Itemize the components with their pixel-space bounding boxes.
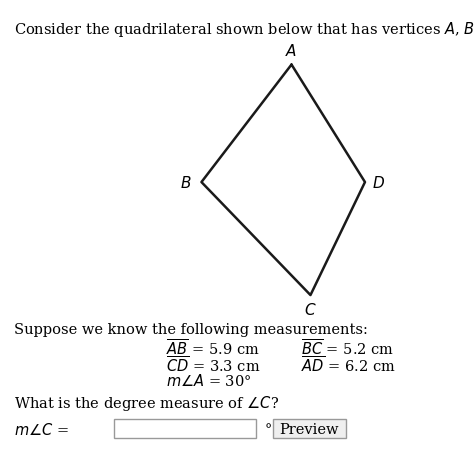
Text: $D$: $D$ xyxy=(372,175,385,191)
Text: Preview: Preview xyxy=(280,422,339,436)
Text: What is the degree measure of $\angle C$?: What is the degree measure of $\angle C$… xyxy=(14,393,279,412)
Text: $\overline{AB}$ = 5.9 cm: $\overline{AB}$ = 5.9 cm xyxy=(166,338,260,358)
Text: Consider the quadrilateral shown below that has vertices $A$, $B$, $C$, and $D$.: Consider the quadrilateral shown below t… xyxy=(14,20,474,39)
Text: $m\angle C$ =: $m\angle C$ = xyxy=(14,421,69,437)
Text: $m\angle A$ = 30°: $m\angle A$ = 30° xyxy=(166,372,251,388)
Text: °: ° xyxy=(264,423,272,436)
Text: $C$: $C$ xyxy=(304,301,317,317)
Text: Suppose we know the following measurements:: Suppose we know the following measuremen… xyxy=(14,322,368,336)
Text: $\overline{CD}$ = 3.3 cm: $\overline{CD}$ = 3.3 cm xyxy=(166,354,260,374)
Text: $\overline{AD}$ = 6.2 cm: $\overline{AD}$ = 6.2 cm xyxy=(301,354,396,374)
Text: $\overline{BC}$ = 5.2 cm: $\overline{BC}$ = 5.2 cm xyxy=(301,338,394,358)
Text: $A$: $A$ xyxy=(285,42,298,59)
Text: $B$: $B$ xyxy=(180,175,191,191)
FancyBboxPatch shape xyxy=(273,419,346,438)
FancyBboxPatch shape xyxy=(114,419,256,438)
